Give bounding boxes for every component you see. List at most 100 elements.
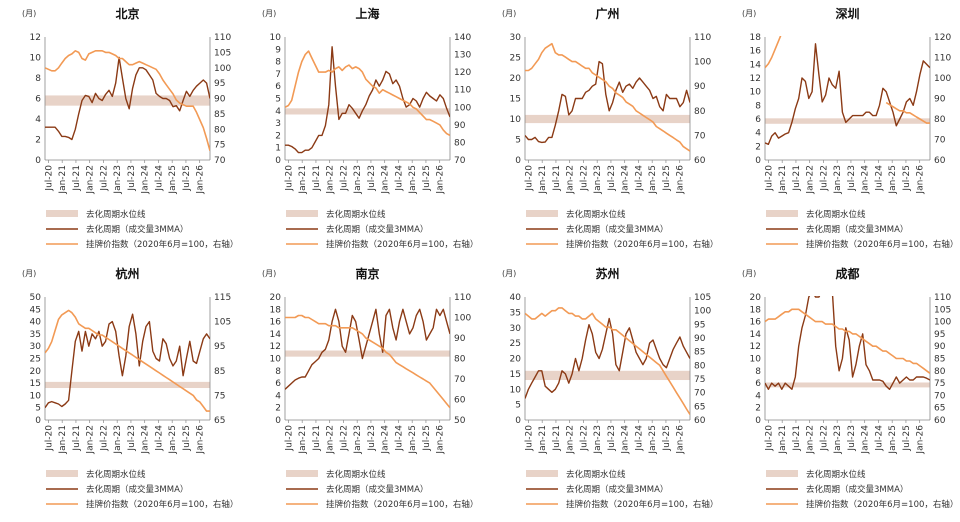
x-tick-label: Jan-25 bbox=[408, 425, 418, 455]
y2-tick-label: 110 bbox=[454, 86, 471, 96]
x-tick-label: Jul-24 bbox=[874, 165, 884, 192]
panel-title: 杭州 bbox=[115, 266, 139, 281]
y2-tick-label: 65 bbox=[214, 416, 225, 426]
legend-cycle-label: 去化周期（成交量3MMA） bbox=[326, 484, 428, 495]
chart-panel: 深圳 (月) 0 2 4 6 8 10 12 14 16 18 60 70 80 90 100 110 120 Jul… bbox=[742, 6, 958, 250]
x-tick-label: Jul-25 bbox=[902, 165, 912, 192]
x-tick-label: Jul-25 bbox=[182, 165, 192, 192]
x-tick-label: Jan-22 bbox=[326, 425, 336, 455]
watermark-band bbox=[285, 350, 450, 357]
y2-tick-label: 100 bbox=[694, 307, 711, 317]
y-tick-label: 20 bbox=[510, 74, 522, 84]
y2-tick-label: 70 bbox=[694, 389, 706, 399]
legend-swatch-band bbox=[286, 210, 318, 217]
y-tick-label: 6 bbox=[275, 82, 281, 92]
x-tick-label: Jul-24 bbox=[394, 165, 404, 192]
y-tick-label: 20 bbox=[30, 367, 42, 377]
x-tick-label: Jan-24 bbox=[861, 425, 871, 455]
y-tick-label: 10 bbox=[750, 88, 762, 98]
y-tick-label: 1 bbox=[275, 144, 281, 154]
legend-cycle-label: 去化周期（成交量3MMA） bbox=[806, 484, 908, 495]
y2-tick-label: 90 bbox=[454, 334, 466, 344]
x-tick-label: Jan-25 bbox=[168, 425, 178, 455]
y-tick-label: 16 bbox=[750, 318, 762, 328]
y2-tick-label: 85 bbox=[214, 110, 225, 120]
x-tick-label: Jan-26 bbox=[196, 165, 206, 195]
x-tick-label: Jul-23 bbox=[367, 425, 377, 452]
legend-band-label: 去化周期水位线 bbox=[806, 209, 866, 220]
y-tick-label: 4 bbox=[275, 391, 281, 401]
y-tick-label: 4 bbox=[275, 107, 281, 117]
price-index-line bbox=[765, 308, 930, 374]
y-tick-label: 10 bbox=[30, 54, 42, 64]
cycle-line bbox=[765, 43, 930, 145]
y-tick-label: 0 bbox=[35, 416, 41, 426]
y-tick-label: 15 bbox=[30, 379, 41, 389]
y2-tick-label: 65 bbox=[694, 402, 705, 412]
x-tick-label: Jul-21 bbox=[312, 425, 322, 452]
panel-title: 上海 bbox=[355, 6, 379, 21]
x-tick-label: Jul-21 bbox=[72, 425, 82, 452]
y2-tick-label: 100 bbox=[454, 314, 471, 324]
y-tick-label: 16 bbox=[270, 318, 282, 328]
legend-swatch-band bbox=[286, 470, 318, 477]
y-tick-label: 45 bbox=[30, 305, 41, 315]
x-tick-label: Jan-24 bbox=[381, 425, 391, 455]
y-tick-label: 5 bbox=[515, 136, 521, 146]
y2-tick-label: 100 bbox=[934, 74, 951, 84]
x-tick-label: Jul-24 bbox=[634, 425, 644, 452]
x-tick-label: Jul-20 bbox=[524, 165, 534, 192]
y2-tick-label: 100 bbox=[934, 318, 951, 328]
y2-tick-label: 90 bbox=[694, 82, 706, 92]
x-tick-label: Jul-20 bbox=[764, 165, 774, 192]
y2-tick-label: 120 bbox=[934, 33, 951, 43]
y-tick-label: 12 bbox=[750, 74, 761, 84]
x-tick-label: Jan-23 bbox=[353, 165, 363, 195]
y2-tick-label: 75 bbox=[934, 379, 945, 389]
y-tick-label: 10 bbox=[270, 33, 282, 43]
legend-price-label: 挂牌价指数（2020年6月=100，右轴） bbox=[806, 239, 958, 250]
y-tick-label: 20 bbox=[270, 293, 282, 303]
y-tick-label: 15 bbox=[510, 95, 521, 105]
cycle-line bbox=[525, 60, 690, 144]
legend-cycle-label: 去化周期（成交量3MMA） bbox=[566, 224, 668, 235]
y2-tick-label: 60 bbox=[694, 416, 706, 426]
x-tick-label: Jul-20 bbox=[44, 425, 54, 452]
legend-price-label: 挂牌价指数（2020年6月=100，右轴） bbox=[86, 499, 238, 510]
y-tick-label: 6 bbox=[35, 95, 41, 105]
x-tick-label: Jul-24 bbox=[394, 425, 404, 452]
y-tick-label: 8 bbox=[755, 101, 761, 111]
x-tick-label: Jul-21 bbox=[552, 425, 562, 452]
x-tick-label: Jul-22 bbox=[579, 165, 589, 192]
x-tick-label: Jan-25 bbox=[888, 425, 898, 455]
x-tick-label: Jul-20 bbox=[524, 425, 534, 452]
unit-label: (月) bbox=[22, 9, 36, 18]
legend-swatch-band bbox=[526, 470, 558, 477]
legend-cycle-label: 去化周期（成交量3MMA） bbox=[806, 224, 908, 235]
legend-price-label: 挂牌价指数（2020年6月=100，右轴） bbox=[566, 499, 718, 510]
x-tick-label: Jan-22 bbox=[86, 425, 96, 455]
y2-tick-label: 90 bbox=[454, 121, 466, 131]
y2-tick-label: 90 bbox=[934, 95, 946, 105]
legend-swatch-band bbox=[46, 210, 78, 217]
y2-tick-label: 70 bbox=[214, 156, 226, 166]
unit-label: (月) bbox=[262, 269, 276, 278]
x-tick-label: Jul-25 bbox=[182, 425, 192, 452]
y-tick-label: 18 bbox=[750, 305, 762, 315]
watermark-band bbox=[525, 114, 690, 124]
legend-swatch-band bbox=[46, 470, 78, 477]
cycle-line bbox=[525, 317, 690, 399]
x-tick-label: Jul-23 bbox=[847, 165, 857, 192]
y-tick-label: 6 bbox=[755, 115, 761, 125]
x-tick-label: Jan-26 bbox=[676, 165, 686, 195]
x-tick-label: Jul-21 bbox=[792, 165, 802, 192]
y2-tick-label: 105 bbox=[694, 293, 711, 303]
chart-panel: 上海 (月) 0 1 2 3 4 5 6 7 8 9 10 70 80 90 100 110 120 130 140 Ju… bbox=[262, 6, 478, 250]
y2-tick-label: 85 bbox=[214, 367, 225, 377]
x-tick-label: Jan-21 bbox=[538, 165, 548, 195]
x-tick-label: Jan-22 bbox=[566, 165, 576, 195]
y2-tick-label: 100 bbox=[214, 64, 231, 74]
legend-band-label: 去化周期水位线 bbox=[326, 469, 386, 480]
x-tick-label: Jan-26 bbox=[196, 425, 206, 455]
